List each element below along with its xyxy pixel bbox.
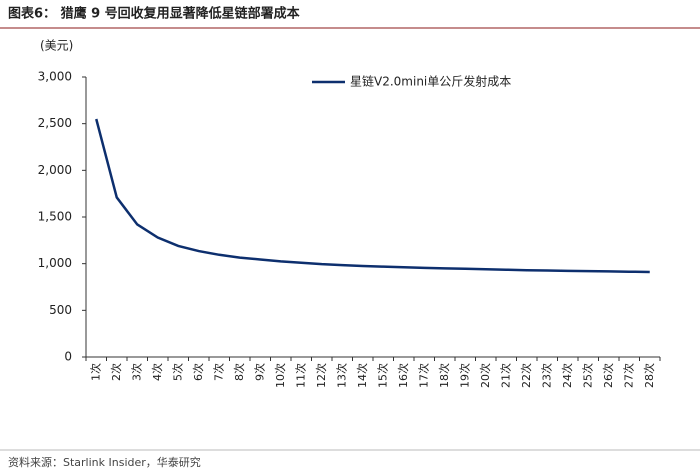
source: 资料来源：Starlink Insider，华泰研究 (8, 455, 201, 469)
legend-label: 星链V2.0mini单公斤发射成本 (350, 74, 511, 89)
x-tick-label: 16次 (396, 363, 410, 388)
y-tick-label: 500 (49, 303, 72, 317)
y-tick-label: 2,000 (38, 163, 72, 177)
x-tick-label: 14次 (355, 363, 369, 388)
x-tick-label: 21次 (498, 363, 512, 388)
x-tick-label: 26次 (601, 363, 615, 388)
x-tick-label: 13次 (334, 363, 348, 388)
x-tick-label: 25次 (580, 363, 594, 388)
x-tick-label: 4次 (150, 363, 164, 381)
y-tick-label: 0 (64, 350, 72, 364)
y-tick-label: 3,000 (38, 70, 72, 84)
x-tick-label: 7次 (211, 363, 225, 381)
x-tick-label: 11次 (293, 363, 307, 388)
x-tick-label: 3次 (129, 363, 143, 381)
x-tick-label: 20次 (478, 363, 492, 388)
y-tick-label: 1,000 (38, 256, 72, 270)
x-tick-label: 18次 (437, 363, 451, 388)
chart-title: 图表6： 猎鹰 9 号回收复用显著降低星链部署成本 (8, 6, 300, 22)
x-tick-label: 6次 (191, 363, 205, 381)
x-tick-label: 9次 (252, 363, 266, 381)
x-tick-label: 8次 (232, 363, 246, 381)
x-tick-label: 19次 (457, 363, 471, 388)
x-tick-label: 23次 (539, 363, 553, 388)
x-tick-label: 12次 (314, 363, 328, 388)
x-tick-label: 28次 (642, 363, 656, 388)
x-tick-label: 1次 (88, 363, 102, 381)
x-tick-label: 10次 (273, 363, 287, 388)
x-tick-label: 27次 (621, 363, 635, 388)
y-tick-label: 1,500 (38, 210, 72, 224)
y-tick-label: 2,500 (38, 116, 72, 130)
x-tick-label: 15次 (375, 363, 389, 388)
y-axis-label: (美元) (40, 39, 73, 53)
x-tick-label: 5次 (170, 363, 184, 381)
x-tick-label: 17次 (416, 363, 430, 388)
x-tick-label: 24次 (560, 363, 574, 388)
line (95, 118, 650, 274)
x-tick-label: 2次 (109, 363, 123, 381)
x-tick-label: 22次 (519, 363, 533, 388)
